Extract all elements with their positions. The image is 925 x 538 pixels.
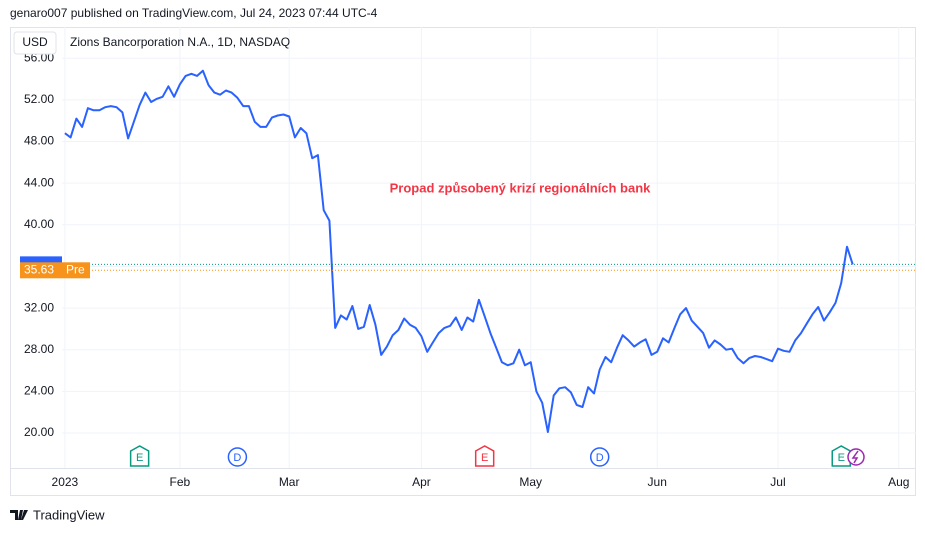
x-tick-label: Apr	[412, 475, 431, 489]
chart-frame	[10, 27, 916, 496]
pre-market-badge	[20, 262, 90, 279]
event-label: E	[136, 452, 143, 464]
y-tick-label: 48.00	[24, 134, 54, 148]
y-tick-label: 52.00	[24, 92, 54, 106]
price-line	[64, 69, 854, 433]
y-tick-label: 32.00	[24, 300, 54, 314]
event-badge	[474, 445, 495, 467]
x-tick-label: May	[519, 475, 542, 489]
event-label: D	[596, 452, 604, 464]
y-tick-label: 44.00	[24, 175, 54, 189]
published-note: genaro007 published on TradingView.com, …	[10, 6, 378, 20]
pre-market-label: Pre	[66, 262, 85, 276]
event-label: E	[481, 452, 488, 464]
y-tick-label: 28.00	[24, 342, 54, 356]
logo-mark	[10, 510, 28, 520]
x-tick-label: 2023	[52, 475, 79, 489]
x-tick-label: Mar	[279, 475, 300, 489]
event-label: E	[838, 452, 845, 464]
annotation: Propad způsobený krizí regionálních bank	[390, 180, 652, 195]
split-icon[interactable]	[847, 448, 865, 466]
event-label: D	[233, 452, 241, 464]
y-tick-label: 20.00	[24, 425, 54, 439]
x-tick-label: Jul	[770, 475, 785, 489]
x-tick-label: Aug	[888, 475, 909, 489]
currency-button[interactable]	[13, 31, 57, 55]
event-badge	[129, 445, 150, 467]
y-tick-label: 40.00	[24, 217, 54, 231]
symbol-title: Zions Bancorporation N.A., 1D, NASDAQ	[70, 35, 290, 49]
event-badge	[227, 447, 248, 467]
x-tick-label: Jun	[648, 475, 667, 489]
split-bolt	[851, 450, 859, 464]
pre-market-price: 35.63	[24, 262, 54, 276]
brand: TradingView	[33, 507, 105, 522]
event-badge	[589, 447, 610, 467]
y-tick-label: 24.00	[24, 384, 54, 398]
brand-logo: TradingView	[10, 507, 105, 522]
x-tick-label: Feb	[170, 475, 191, 489]
currency[interactable]: USD	[22, 35, 48, 49]
